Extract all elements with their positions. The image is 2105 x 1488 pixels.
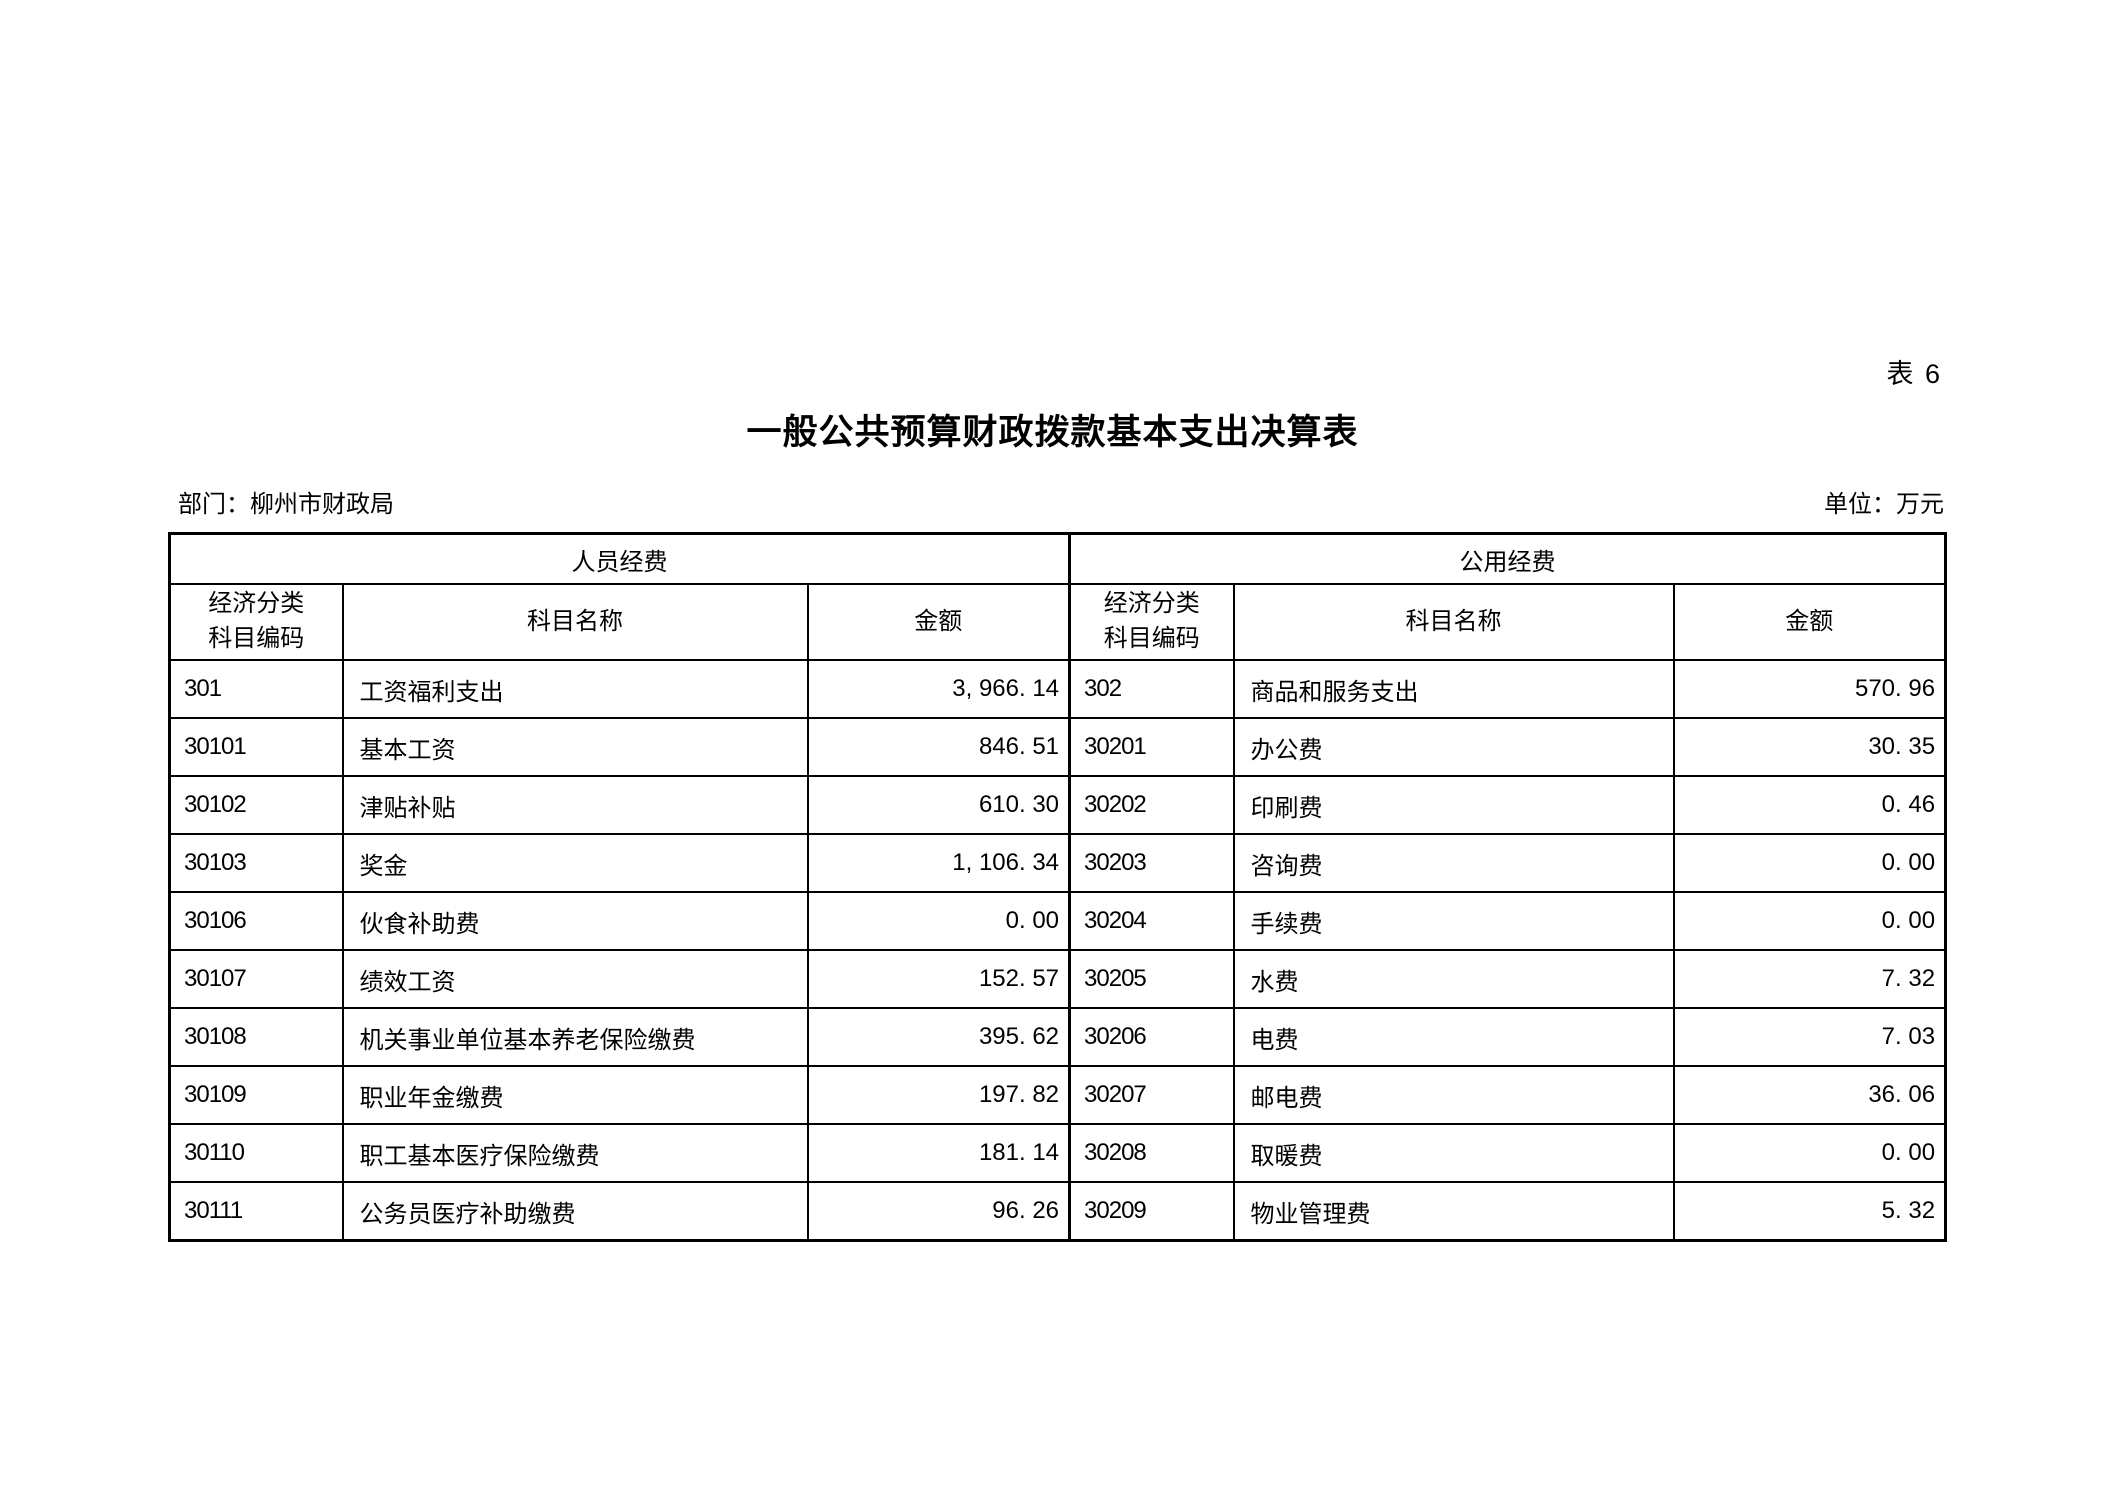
unit-label: 单位：万元	[1824, 491, 1944, 518]
table-row: 30106 伙食补助费 0. 00 30204 手续费 0. 00	[168, 891, 1947, 951]
right-amount-cell: 36. 06	[1672, 1065, 1947, 1125]
section-public: 公用经费	[1068, 532, 1947, 585]
left-amount-cell: 395. 62	[806, 1007, 1071, 1067]
table-row: 30109 职业年金缴费 197. 82 30207 邮电费 36. 06	[168, 1065, 1947, 1125]
table-number-label: 表 6	[1886, 359, 1942, 389]
right-name-cell: 印刷费	[1232, 775, 1675, 835]
right-name-cell: 电费	[1232, 1007, 1675, 1067]
left-name-cell: 津贴补贴	[341, 775, 809, 835]
column-header-row: 经济分类 科目编码 科目名称 金额 经济分类 科目编码 科目名称 金额	[168, 583, 1947, 661]
right-amount-cell: 7. 03	[1672, 1007, 1947, 1067]
right-amount-cell: 0. 00	[1672, 891, 1947, 951]
budget-table: 人员经费 公用经费 经济分类 科目编码 科目名称 金额 经济分类 科目编码 科目…	[168, 532, 1948, 1242]
left-code-cell: 301	[168, 659, 344, 719]
right-name-cell: 手续费	[1232, 891, 1675, 951]
right-name-cell: 水费	[1232, 949, 1675, 1009]
left-code-cell: 30109	[168, 1065, 344, 1125]
left-name-cell: 工资福利支出	[341, 659, 809, 719]
table-row: 30111 公务员医疗补助缴费 96. 26 30209 物业管理费 5. 32	[168, 1181, 1947, 1242]
left-amount-cell: 181. 14	[806, 1123, 1071, 1183]
left-amount-cell: 96. 26	[806, 1181, 1071, 1242]
right-code-cell: 30206	[1068, 1007, 1235, 1067]
left-code-cell: 30111	[168, 1181, 344, 1242]
left-name-cell: 机关事业单位基本养老保险缴费	[341, 1007, 809, 1067]
left-code-cell: 30108	[168, 1007, 344, 1067]
left-name-cell: 奖金	[341, 833, 809, 893]
right-name-cell: 办公费	[1232, 717, 1675, 777]
right-code-cell: 30201	[1068, 717, 1235, 777]
left-code-cell: 30110	[168, 1123, 344, 1183]
col-header-left-name: 科目名称	[341, 583, 809, 661]
section-header-row: 人员经费 公用经费	[168, 532, 1947, 585]
table-row: 30110 职工基本医疗保险缴费 181. 14 30208 取暖费 0. 00	[168, 1123, 1947, 1183]
col-header-right-code: 经济分类 科目编码	[1068, 583, 1235, 661]
left-name-cell: 职工基本医疗保险缴费	[341, 1123, 809, 1183]
left-code-cell: 30102	[168, 775, 344, 835]
left-name-cell: 公务员医疗补助缴费	[341, 1181, 809, 1242]
table-row: 30108 机关事业单位基本养老保险缴费 395. 62 30206 电费 7.…	[168, 1007, 1947, 1067]
table-row: 30103 奖金 1, 106. 34 30203 咨询费 0. 00	[168, 833, 1947, 893]
left-code-cell: 30103	[168, 833, 344, 893]
right-amount-cell: 0. 46	[1672, 775, 1947, 835]
left-amount-cell: 152. 57	[806, 949, 1071, 1009]
department-label: 部门：柳州市财政局	[178, 491, 394, 518]
table-row: 30102 津贴补贴 610. 30 30202 印刷费 0. 46	[168, 775, 1947, 835]
table-row: 301 工资福利支出 3, 966. 14 302 商品和服务支出 570. 9…	[168, 659, 1947, 719]
right-name-cell: 取暖费	[1232, 1123, 1675, 1183]
right-name-cell: 邮电费	[1232, 1065, 1675, 1125]
left-amount-cell: 846. 51	[806, 717, 1071, 777]
right-amount-cell: 5. 32	[1672, 1181, 1947, 1242]
left-name-cell: 伙食补助费	[341, 891, 809, 951]
right-name-cell: 商品和服务支出	[1232, 659, 1675, 719]
right-code-cell: 30204	[1068, 891, 1235, 951]
col-header-right-name: 科目名称	[1232, 583, 1675, 661]
section-personnel: 人员经费	[168, 532, 1072, 585]
right-amount-cell: 7. 32	[1672, 949, 1947, 1009]
left-amount-cell: 610. 30	[806, 775, 1071, 835]
col-header-left-amount: 金额	[806, 583, 1071, 661]
table-row: 30107 绩效工资 152. 57 30205 水费 7. 32	[168, 949, 1947, 1009]
left-code-cell: 30101	[168, 717, 344, 777]
left-amount-cell: 3, 966. 14	[806, 659, 1071, 719]
right-code-cell: 30205	[1068, 949, 1235, 1009]
right-code-cell: 30203	[1068, 833, 1235, 893]
right-name-cell: 物业管理费	[1232, 1181, 1675, 1242]
left-code-cell: 30107	[168, 949, 344, 1009]
right-code-cell: 30202	[1068, 775, 1235, 835]
right-amount-cell: 0. 00	[1672, 1123, 1947, 1183]
right-code-cell: 30209	[1068, 1181, 1235, 1242]
left-code-cell: 30106	[168, 891, 344, 951]
meta-row: 部门：柳州市财政局 单位：万元	[168, 484, 1944, 519]
left-name-cell: 绩效工资	[341, 949, 809, 1009]
right-code-cell: 30207	[1068, 1065, 1235, 1125]
left-amount-cell: 1, 106. 34	[806, 833, 1071, 893]
right-amount-cell: 30. 35	[1672, 717, 1947, 777]
right-code-cell: 30208	[1068, 1123, 1235, 1183]
right-code-cell: 302	[1068, 659, 1235, 719]
left-amount-cell: 197. 82	[806, 1065, 1071, 1125]
right-name-cell: 咨询费	[1232, 833, 1675, 893]
right-amount-cell: 0. 00	[1672, 833, 1947, 893]
col-header-left-code: 经济分类 科目编码	[168, 583, 344, 661]
page-title: 一般公共预算财政拨款基本支出决算表	[746, 413, 1359, 452]
table-row: 30101 基本工资 846. 51 30201 办公费 30. 35	[168, 717, 1947, 777]
left-name-cell: 职业年金缴费	[341, 1065, 809, 1125]
left-name-cell: 基本工资	[341, 717, 809, 777]
col-header-right-amount: 金额	[1672, 583, 1947, 661]
left-amount-cell: 0. 00	[806, 891, 1071, 951]
right-amount-cell: 570. 96	[1672, 659, 1947, 719]
